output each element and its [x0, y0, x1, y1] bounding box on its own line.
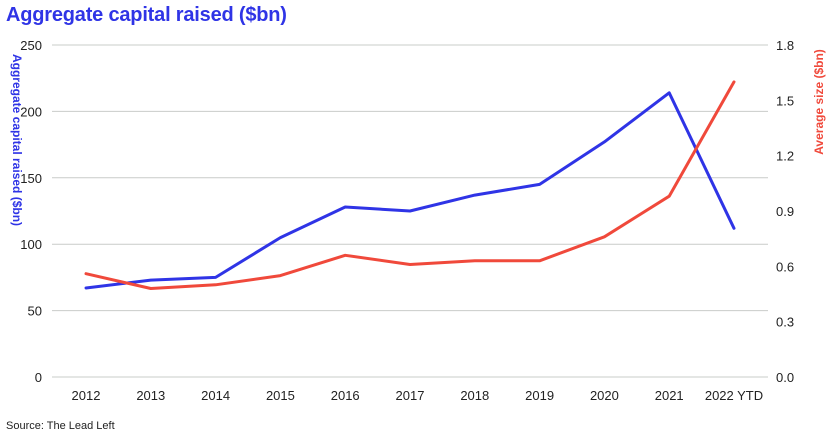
- source-note: Source: The Lead Left: [6, 420, 115, 432]
- x-axis-ticks: 2012 2013 2014 2015 2016 2017 2018 2019 2020 2021…: [72, 388, 764, 403]
- x-tick-label: 2012: [72, 388, 101, 403]
- average-size-line: [84, 80, 736, 290]
- right-tick-label: 1.8: [776, 38, 794, 53]
- x-tick-label: 2019: [525, 388, 554, 403]
- x-tick-label: 2018: [460, 388, 489, 403]
- right-axis-title: Average size ($bn): [812, 49, 826, 155]
- right-tick-label: 1.5: [776, 93, 794, 108]
- gridlines: [52, 44, 768, 378]
- left-tick-label: 250: [20, 38, 42, 53]
- left-tick-label: 50: [28, 304, 42, 319]
- right-tick-label: 0.6: [776, 259, 794, 274]
- left-tick-label: 200: [20, 104, 42, 119]
- x-tick-label: 2022 YTD: [705, 388, 763, 403]
- right-axis-ticks: 0.0 0.3 0.6 0.9 1.2 1.5 1.8: [776, 38, 794, 385]
- series-lines: [84, 80, 736, 290]
- x-tick-label: 2013: [136, 388, 165, 403]
- right-tick-label: 0.3: [776, 315, 794, 330]
- x-tick-label: 2015: [266, 388, 295, 403]
- x-tick-label: 2017: [396, 388, 425, 403]
- left-tick-label: 150: [20, 171, 42, 186]
- left-tick-label: 100: [20, 237, 42, 252]
- aggregate-capital-line: [84, 91, 736, 290]
- x-tick-label: 2014: [201, 388, 230, 403]
- left-tick-label: 0: [35, 370, 42, 385]
- chart-title: Aggregate capital raised ($bn): [6, 4, 287, 26]
- x-tick-label: 2020: [590, 388, 619, 403]
- x-tick-label: 2021: [655, 388, 684, 403]
- right-tick-label: 1.2: [776, 149, 794, 164]
- x-tick-label: 2016: [331, 388, 360, 403]
- left-axis-ticks: 0 50 100 150 200 250: [20, 38, 42, 385]
- right-tick-label: 0.9: [776, 204, 794, 219]
- left-axis-title: Aggregate capital raised ($bn): [10, 54, 24, 226]
- right-tick-label: 0.0: [776, 370, 794, 385]
